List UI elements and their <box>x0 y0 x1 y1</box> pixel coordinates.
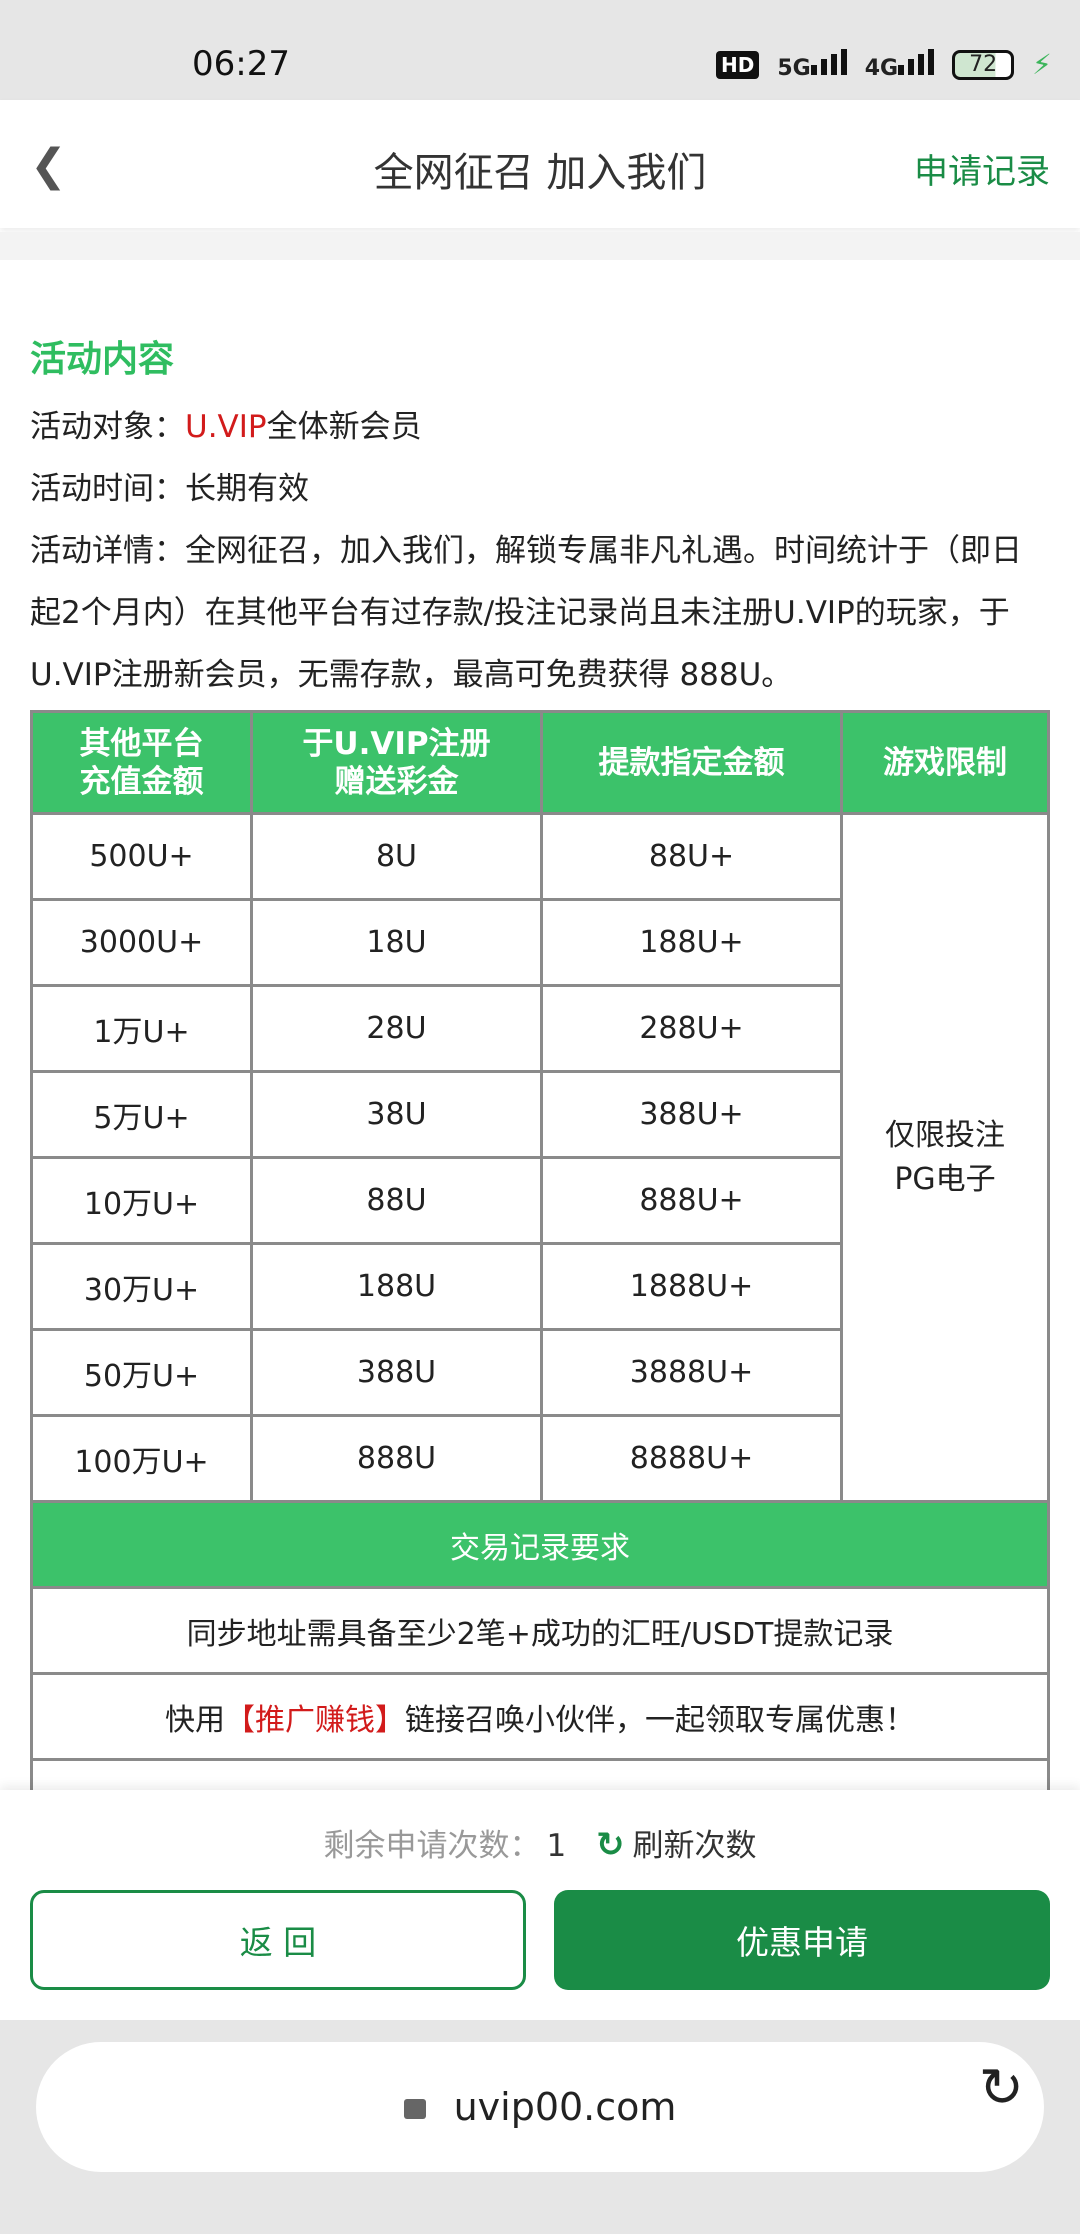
activity-detail: 活动详情：全网征召，加入我们，解锁专属非凡礼遇。时间统计于（即日起2个月内）在其… <box>30 533 1022 693</box>
table-cell: 50万U+ <box>30 1328 253 1417</box>
table-cell: 88U <box>250 1156 543 1245</box>
status-bar: 06:27 HD 5G 4G 72 ⚡ <box>0 0 1080 100</box>
section-row: 交易记录要求 <box>30 1500 1050 1589</box>
signal-5g-icon: 5G <box>777 48 847 81</box>
col-header: 其他平台 充值金额 <box>30 710 253 815</box>
table-cell: 188U+ <box>540 898 843 987</box>
table-row: 50万U+ 388U 3888U+ <box>30 1328 1049 1417</box>
table-row: 快用【推广赚钱】链接召唤小伙伴，一起领取专属优惠！ <box>30 1672 1050 1761</box>
table-row: 30万U+ 188U 1888U+ <box>30 1242 1049 1331</box>
activity-target: 活动对象：U.VIP全体新会员 <box>30 409 422 445</box>
divider-band <box>0 232 1080 260</box>
promo-link[interactable]: 【推广赚钱】 <box>225 1702 405 1738</box>
table-cell: 18U <box>250 898 543 987</box>
section-title: 交易记录要求 <box>30 1500 1050 1589</box>
back-arrow-icon[interactable]: ❮ <box>30 140 67 191</box>
col-header: 于U.VIP注册 赠送彩金 <box>250 710 543 815</box>
table-row: 10万U+ 88U 888U+ <box>30 1156 1049 1245</box>
refresh-icon: ↻ <box>596 1825 625 1865</box>
battery-icon: 72 <box>952 49 1015 80</box>
table-cell: 8U <box>250 812 543 901</box>
requirement-text: 同步地址需具备至少2笔+成功的汇旺/USDT提款记录 <box>30 1586 1050 1675</box>
table-header-row: 其他平台 充值金额 于U.VIP注册 赠送彩金 提款指定金额 游戏限制 <box>30 710 1050 815</box>
table-cell: 100万U+ <box>30 1414 253 1503</box>
table-row: 5万U+ 38U 388U+ <box>30 1070 1049 1159</box>
table-cell: 888U <box>250 1414 543 1503</box>
table-cell: 30万U+ <box>30 1242 253 1331</box>
return-button[interactable]: 返 回 <box>30 1890 526 1990</box>
apply-button[interactable]: 优惠申请 <box>554 1890 1050 1990</box>
application-record-link[interactable]: 申请记录 <box>914 152 1050 192</box>
table-cell: 10万U+ <box>30 1156 253 1245</box>
table-cell: 5万U+ <box>30 1070 253 1159</box>
remaining-count: 剩余申请次数： 1 ↻ 刷新次数 <box>323 1825 757 1865</box>
activity-time: 活动时间：长期有效 <box>30 471 309 507</box>
section-heading: 活动内容 <box>30 339 175 380</box>
table-cell: 288U+ <box>540 984 843 1073</box>
table-cell: 88U+ <box>540 812 843 901</box>
page-title: 全网征召 加入我们 <box>373 150 707 196</box>
charging-icon: ⚡ <box>1032 48 1052 81</box>
table-cell: 1888U+ <box>540 1242 843 1331</box>
col-header: 提款指定金额 <box>540 710 843 815</box>
activity-content: 活动内容 活动对象：U.VIP全体新会员 活动时间：长期有效 活动详情：全网征召… <box>30 330 1050 706</box>
table-cell: 388U+ <box>540 1070 843 1159</box>
bonus-table: 其他平台 充值金额 于U.VIP注册 赠送彩金 提款指定金额 游戏限制 500U… <box>30 710 1050 1847</box>
game-limit-cell: 仅限投注 PG电子 <box>840 812 1050 1503</box>
lock-icon <box>403 2099 426 2119</box>
table-row: 3000U+ 18U 188U+ <box>30 898 1049 987</box>
table-row: 500U+ 8U 88U+ 仅限投注 PG电子 <box>30 812 1050 1503</box>
table-row: 100万U+ 888U 8888U+ <box>30 1414 1049 1503</box>
table-cell: 38U <box>250 1070 543 1159</box>
col-header: 游戏限制 <box>840 710 1050 815</box>
table-row: 同步地址需具备至少2笔+成功的汇旺/USDT提款记录 <box>30 1586 1050 1675</box>
table-cell: 28U <box>250 984 543 1073</box>
table-cell: 8888U+ <box>540 1414 843 1503</box>
signal-4g-icon: 4G <box>865 48 935 81</box>
hd-voice-icon: HD <box>716 50 760 79</box>
table-cell: 500U+ <box>30 812 253 901</box>
reload-icon[interactable]: ↻ <box>978 2056 1024 2119</box>
table-cell: 888U+ <box>540 1156 843 1245</box>
table-cell: 3888U+ <box>540 1328 843 1417</box>
table-cell: 388U <box>250 1328 543 1417</box>
clock: 06:27 <box>192 44 290 84</box>
table-cell: 1万U+ <box>30 984 253 1073</box>
browser-bar: uvip00.com ↻ <box>0 2020 1080 2234</box>
address-bar[interactable]: uvip00.com <box>36 2042 1044 2172</box>
bottom-panel: 剩余申请次数： 1 ↻ 刷新次数 返 回 优惠申请 <box>0 1790 1080 2020</box>
table-cell: 3000U+ <box>30 898 253 987</box>
app-header: ❮ 全网征召 加入我们 申请记录 <box>0 100 1080 228</box>
table-cell: 188U <box>250 1242 543 1331</box>
promo-text: 快用【推广赚钱】链接召唤小伙伴，一起领取专属优惠！ <box>30 1672 1050 1761</box>
refresh-count-button[interactable]: ↻ 刷新次数 <box>596 1825 757 1865</box>
table-row: 1万U+ 28U 288U+ <box>30 984 1049 1073</box>
